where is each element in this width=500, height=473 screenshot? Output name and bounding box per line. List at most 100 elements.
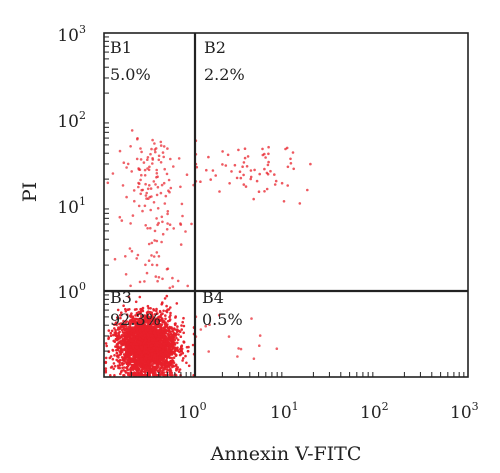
event-point [150, 241, 154, 245]
event-point [152, 331, 156, 335]
quadrant-b1-name: B1 [110, 38, 132, 57]
event-point [146, 366, 149, 369]
event-point [110, 329, 114, 333]
event-point [148, 342, 152, 346]
event-point [126, 360, 130, 363]
event-point [164, 360, 167, 363]
event-point [147, 344, 150, 348]
event-point [112, 367, 115, 371]
event-point [143, 314, 147, 317]
event-point [227, 335, 231, 338]
event-point [152, 321, 155, 324]
event-point [214, 174, 217, 177]
event-point [163, 167, 166, 171]
event-point [179, 347, 182, 351]
y-tick-label: 101 [57, 195, 86, 218]
event-point [177, 157, 181, 160]
event-point [107, 329, 111, 332]
event-point [146, 311, 149, 315]
event-point [161, 359, 164, 362]
event-point [218, 190, 221, 193]
event-point [252, 197, 255, 201]
event-point [153, 313, 156, 316]
event-point [224, 164, 228, 167]
event-point [152, 365, 156, 369]
event-point [114, 328, 117, 332]
event-point [159, 319, 162, 322]
event-point [286, 165, 290, 169]
event-point [267, 152, 270, 156]
event-point [155, 217, 158, 220]
event-point [253, 168, 256, 172]
event-point [141, 339, 144, 342]
event-point [115, 354, 119, 358]
event-point [115, 345, 118, 348]
event-point [187, 345, 190, 349]
event-point [266, 172, 270, 176]
event-point [136, 137, 139, 141]
event-point [129, 342, 133, 346]
event-point [182, 316, 185, 320]
event-point [139, 362, 143, 366]
event-point [168, 330, 172, 333]
event-point [132, 189, 136, 192]
event-point [235, 176, 239, 180]
event-point [119, 351, 122, 354]
event-point [136, 360, 140, 364]
event-point [156, 359, 159, 363]
event-point [286, 184, 290, 187]
event-point [140, 347, 144, 351]
event-point [158, 374, 162, 377]
event-point [147, 347, 151, 350]
event-point [142, 161, 146, 164]
event-point [135, 354, 139, 358]
event-point [263, 190, 266, 193]
event-point [257, 190, 261, 193]
event-point [154, 368, 157, 372]
event-point [133, 355, 136, 358]
event-point [163, 368, 167, 371]
event-point [175, 336, 178, 340]
event-point [163, 322, 167, 326]
event-point [267, 160, 270, 164]
event-point [127, 346, 130, 350]
event-point [258, 334, 262, 337]
event-point [156, 317, 160, 320]
event-point [161, 151, 165, 154]
event-point [147, 168, 151, 172]
event-point [151, 334, 154, 338]
event-point [139, 192, 142, 196]
event-point [129, 322, 133, 325]
event-point [128, 247, 132, 250]
event-point [139, 316, 143, 320]
event-point [130, 170, 133, 173]
event-point [179, 185, 182, 189]
event-point [119, 316, 122, 320]
event-point [166, 147, 169, 150]
event-point [126, 348, 130, 352]
event-point [108, 356, 112, 360]
event-point [160, 302, 164, 305]
event-point [126, 162, 130, 166]
event-point [125, 313, 129, 317]
event-point [255, 179, 259, 183]
y-tick-label: 103 [57, 23, 86, 46]
event-point [124, 310, 128, 313]
event-point [109, 374, 112, 377]
event-point [165, 228, 169, 231]
event-point [120, 335, 123, 339]
event-point [205, 168, 208, 172]
event-point [176, 338, 180, 342]
event-point [242, 161, 246, 164]
event-point [178, 368, 182, 371]
event-point [168, 371, 172, 374]
event-point [121, 184, 125, 187]
event-point [145, 197, 148, 200]
event-point [135, 349, 138, 353]
event-point [122, 304, 125, 308]
event-point [244, 185, 248, 188]
event-point [127, 341, 131, 345]
event-point [228, 182, 231, 185]
event-point [160, 215, 164, 219]
event-point [149, 226, 152, 230]
